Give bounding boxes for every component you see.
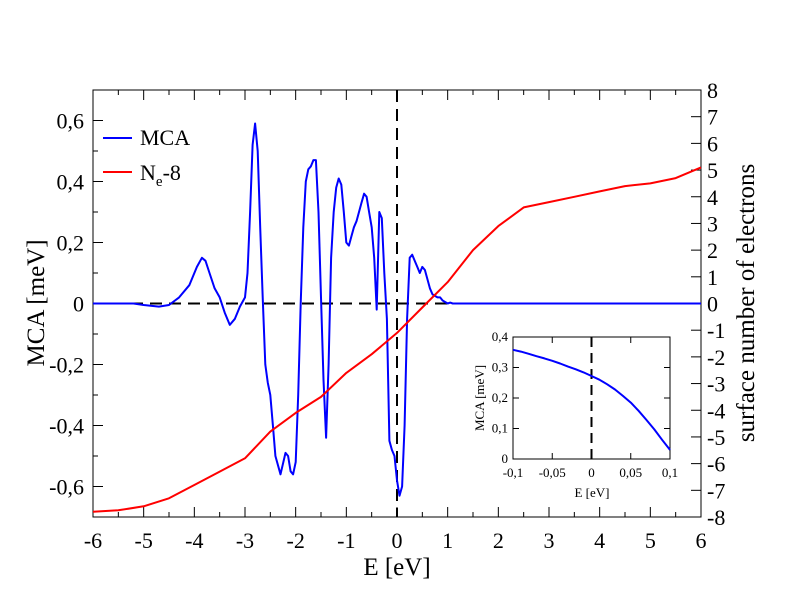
y2-tick-label: -6 — [707, 452, 725, 477]
y2-tick-label: -1 — [707, 318, 725, 343]
legend: MCA Ne-8 — [103, 125, 190, 190]
y2-tick-label: 3 — [707, 211, 718, 236]
y2-tick-label: 5 — [707, 158, 718, 183]
y2-tick-label: 4 — [707, 185, 718, 210]
inset-series-line-mca — [512, 348, 671, 451]
x-tick-label: 3 — [544, 528, 555, 553]
y2-tick-label: 2 — [707, 238, 718, 263]
inset-x-tick-label: -0,05 — [539, 465, 566, 480]
legend-label-ne-sub: e — [156, 174, 163, 190]
series-line-mca — [93, 122, 701, 497]
y2-tick-label: 0 — [707, 292, 718, 317]
inset-y-tick-label: 0,2 — [492, 390, 508, 405]
x-tick-label: -5 — [135, 528, 153, 553]
series-line-ne-8 — [92, 166, 702, 513]
y2-axis-label: surface number of electrons — [733, 164, 760, 442]
legend-label-ne: Ne-8 — [140, 160, 181, 190]
x-tick-label: -2 — [287, 528, 305, 553]
inset-y-axis-label: MCA [meV] — [472, 365, 487, 431]
x-tick-label: 5 — [645, 528, 656, 553]
legend-label-ne-tail: -8 — [163, 160, 181, 185]
inset-x-tick-label: 0,05 — [619, 465, 642, 480]
y2-tick-label: -2 — [707, 345, 725, 370]
y-tick-label: 0,2 — [57, 231, 85, 256]
x-tick-label: 0 — [392, 528, 403, 553]
main-reference-lines — [93, 90, 701, 517]
main-series — [92, 122, 702, 513]
y2-tick-label: -7 — [707, 478, 725, 503]
y2-tick-label: -5 — [707, 425, 725, 450]
y2-tick-label: 6 — [707, 131, 718, 156]
y-tick-label: -0,6 — [49, 475, 84, 500]
inset-x-tick-label: 0 — [588, 465, 595, 480]
inset-x-axis-label: E [eV] — [574, 485, 609, 500]
x-tick-label: 1 — [442, 528, 453, 553]
x-tick-label: 4 — [594, 528, 605, 553]
y-tick-label: 0 — [73, 292, 84, 317]
y-tick-label: -0,4 — [49, 414, 84, 439]
legend-label-ne-main: N — [140, 160, 156, 185]
y2-tick-label: 8 — [707, 78, 718, 103]
inset-x-tick-label: 0,1 — [662, 465, 678, 480]
y-tick-label: 0,6 — [57, 109, 85, 134]
inset-y-tick-label: 0,3 — [492, 360, 508, 375]
x-tick-label: -1 — [337, 528, 355, 553]
x-tick-label: 6 — [696, 528, 707, 553]
y-tick-label: -0,2 — [49, 353, 84, 378]
legend-label-mca: MCA — [140, 125, 190, 150]
y-tick-label: 0,4 — [57, 170, 85, 195]
y2-tick-label: -8 — [707, 505, 725, 530]
inset-series — [512, 348, 671, 451]
x-tick-label: -3 — [236, 528, 254, 553]
y2-tick-label: 1 — [707, 265, 718, 290]
x-tick-label: -4 — [185, 528, 203, 553]
y2-tick-label: -3 — [707, 372, 725, 397]
x-tick-label: 2 — [493, 528, 504, 553]
inset-y-tick-label: 0,1 — [492, 421, 508, 436]
inset-y-tick-label: 0 — [502, 451, 509, 466]
inset-y-tick-label: 0,4 — [492, 329, 509, 344]
x-tick-label: -6 — [84, 528, 102, 553]
y2-tick-label: -4 — [707, 398, 725, 423]
y-axis-label: MCA [meV] — [23, 239, 50, 366]
y2-tick-label: 7 — [707, 105, 718, 130]
x-axis-label: E [eV] — [363, 554, 430, 581]
inset-x-tick-label: -0,1 — [503, 465, 524, 480]
main-ticks: -6 -5 -4 -3 -2 -1 0 1 2 3 4 5 6-0,6-0,4-0,200,20,40,… — [49, 78, 725, 553]
